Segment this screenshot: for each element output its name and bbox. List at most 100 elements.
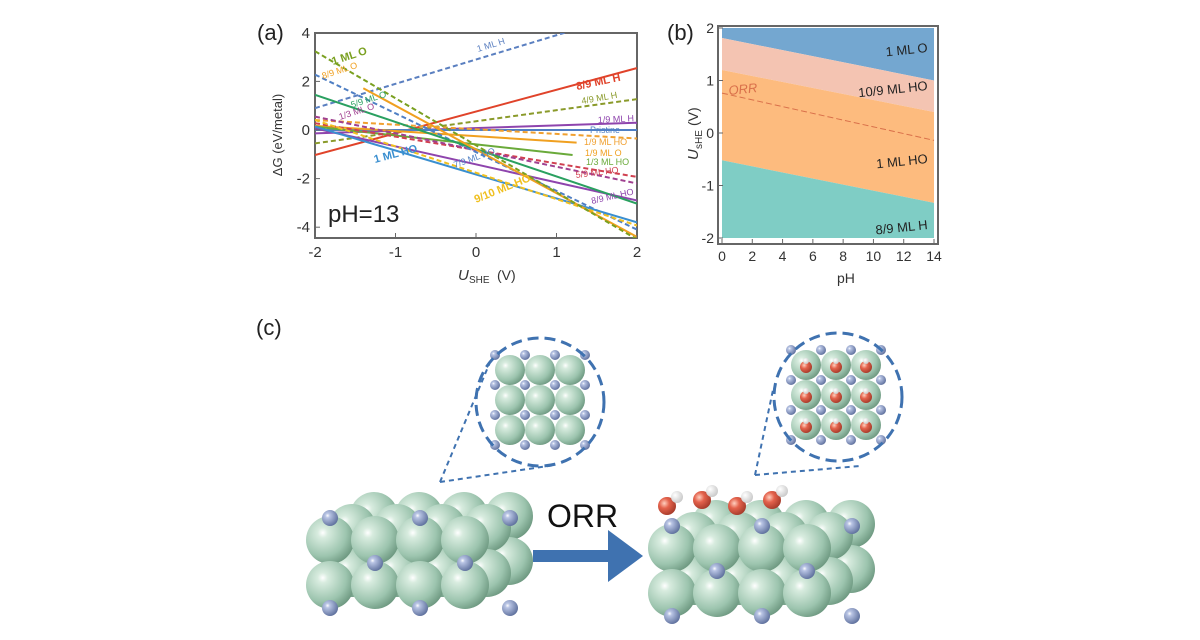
y-tick-label: 0 [302,122,310,139]
region-label-1-ml-ho: 1 ML HO [875,151,928,171]
inset-nonmetal-atom [580,380,590,390]
y-tick-label: 1 [706,73,714,89]
inset-nonmetal-atom [816,405,826,415]
series-line-1-9-ml-o [315,124,577,144]
inset-nonmetal-atom [520,410,530,420]
inset-nonmetal-atom [876,435,886,445]
chart-a-xlabel-unit: (V) [497,267,516,283]
inset-nonmetal-atom [786,405,796,415]
inset-nonmetal-atom [816,345,826,355]
y-tick-label: 2 [706,20,714,36]
metal-atom [648,524,696,572]
inset-oxygen-atom [800,361,812,373]
panel-a-label: (a) [257,20,284,45]
y-tick-label: -4 [297,219,310,236]
metal-atom [783,524,831,572]
orr-equilibrium-line [721,92,935,141]
series-label-pristine: Pristine [590,125,620,135]
region-label-1-ml-o: 1 ML O [885,40,928,59]
inset-nonmetal-atom [846,375,856,385]
inset-oxygen-atom [800,391,812,403]
nonmetal-atom [322,510,338,526]
nonmetal-atom [844,608,860,624]
region-label-8-9-ml-h: 8/9 ML H [875,217,929,237]
inset-nonmetal-atom [876,405,886,415]
inset-nonmetal-atom [846,405,856,415]
x-tick-label: 14 [926,248,942,264]
inset-metal-atom [495,355,525,385]
inset-metal-atom [495,385,525,415]
metal-atom [738,524,786,572]
series-label-1-9-ml-ho: 1/9 ML HO [584,137,627,147]
series-line-8-9-ml-ho [315,127,637,202]
series-line-8-9-ml-o [362,87,637,238]
metal-atom [396,561,444,609]
x-tick-label: 0 [718,248,726,264]
nonmetal-atom [322,600,338,616]
metal-atom [783,569,831,617]
y-tick-label: 2 [302,73,310,90]
series-line-7-9-ml-ho [315,73,637,231]
metal-atom [306,561,354,609]
nonmetal-atom [844,518,860,534]
x-tick-label: -1 [389,244,402,261]
chart-b-ylabel-unit: (V) [685,107,701,126]
nonmetal-atom [754,608,770,624]
metal-atom [441,516,489,564]
region-8-9-ml-h [722,160,934,238]
metal-atom [693,524,741,572]
x-tick-label: 8 [839,248,847,264]
inset-nonmetal-atom [490,440,500,450]
hydrogen-atom [706,485,718,497]
chart-b-xlabel: pH [837,270,855,286]
inset-nonmetal-atom [550,350,560,360]
inset-circle-left [474,336,606,468]
chart-a-ylabel: ΔG (eV/metal) [270,94,285,176]
nonmetal-atom [412,600,428,616]
metal-atom [351,561,399,609]
y-tick-label: -1 [702,178,715,194]
x-tick-label: 12 [896,248,912,264]
inset-nonmetal-atom [520,350,530,360]
series-label-1-9-ml-o: 1/9 ML O [585,148,622,158]
metal-atom [351,516,399,564]
region-1-ml-ho [722,70,934,203]
x-tick-label: 6 [809,248,817,264]
inset-metal-atom [525,355,555,385]
y-tick-label: 0 [706,125,714,141]
inset-nonmetal-atom [580,440,590,450]
ph-annotation: pH=13 [328,201,399,228]
inset-nonmetal-atom [520,380,530,390]
inset-nonmetal-atom [816,435,826,445]
orr-schematic: ORR [306,331,904,624]
x-tick-label: 1 [552,244,560,261]
inset-metal-atom [555,355,585,385]
chart-a-xlabel-main: U [458,267,469,284]
inset-oxygen-atom [830,391,842,403]
inset-hydrogen-atom [863,388,869,394]
x-tick-label: 2 [748,248,756,264]
inset-oxygen-atom [860,361,872,373]
nonmetal-atom [502,600,518,616]
x-tick-label: 2 [633,244,641,261]
arrow-head-icon [608,530,643,582]
inset-nonmetal-atom [520,440,530,450]
series-label-1-3-ml-ho: 1/3 ML HO [586,157,629,167]
nonmetal-atom [799,563,815,579]
series-line-1-9-ml-ho [315,119,637,140]
inset-hydrogen-atom [803,388,809,394]
orr-arrow [533,530,643,582]
inset-hydrogen-atom [863,418,869,424]
inset-nonmetal-atom [846,435,856,445]
inset-nonmetal-atom [816,375,826,385]
x-tick-label: -2 [308,244,321,261]
series-label-1-9-ml-h: 1/9 ML H [598,113,635,125]
inset-oxygen-atom [830,361,842,373]
y-tick-label: -2 [297,171,310,188]
inset-metal-atom [555,415,585,445]
zoom-callout-left [439,336,606,483]
arrow-shaft [533,550,611,562]
series-line-1-ml-h [315,33,565,110]
orr-arrow-label: ORR [547,498,618,534]
inset-oxygen-atom [860,391,872,403]
